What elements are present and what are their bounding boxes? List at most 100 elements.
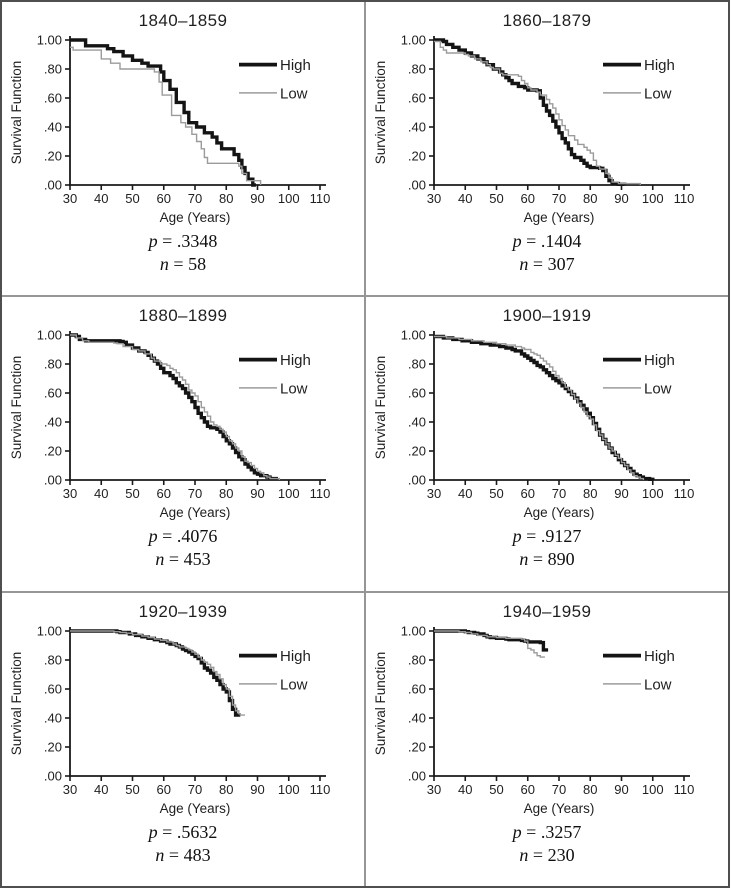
p-value: = .5632 (157, 821, 218, 842)
x-tick-label: 100 (642, 782, 664, 797)
panel-stats: p = .3348 n = 58 (149, 230, 218, 276)
n-value-line: n = 58 (149, 253, 218, 276)
series-line-high (70, 38, 256, 187)
x-tick-label: 40 (94, 486, 108, 501)
x-tick-label: 100 (642, 191, 664, 206)
p-value: = .3348 (157, 231, 218, 251)
x-tick-label: 110 (310, 191, 331, 206)
y-tick-label: .00 (44, 178, 62, 193)
y-tick-label: .60 (408, 91, 426, 106)
y-tick-label: .60 (408, 681, 426, 696)
y-axis-title: Survival Function (373, 61, 388, 165)
y-axis-title: Survival Function (373, 651, 388, 755)
x-tick-label: 100 (278, 486, 300, 501)
panel-1900-1919: 1900–1919 30 40 50 60 70 80 90 100 110 1.00 .80 .60… (366, 297, 728, 591)
y-tick-label: .00 (408, 178, 426, 193)
x-tick-label: 60 (521, 191, 535, 206)
x-tick-label: 70 (188, 191, 202, 206)
survival-chart: 30 40 50 60 70 80 90 100 110 1.00 .80 .60 .40 .20 .00 S… (9, 623, 331, 816)
p-value: = .1404 (521, 231, 582, 251)
x-tick-label: 50 (489, 191, 503, 206)
x-tick-label: 110 (674, 782, 695, 797)
p-value: = .3257 (521, 821, 582, 842)
y-tick-label: .20 (44, 739, 62, 754)
y-tick-label: .40 (408, 415, 426, 430)
x-tick-label: 60 (521, 486, 535, 501)
x-tick-label: 40 (94, 191, 108, 206)
panel-stats: p = .5632 n = 483 (149, 821, 218, 867)
p-value: = .4076 (157, 526, 218, 547)
p-value-line: p = .9127 (513, 525, 582, 548)
n-value: = 483 (164, 844, 211, 865)
x-tick-label: 40 (458, 191, 472, 206)
x-axis-title: Age (Years) (160, 505, 231, 520)
x-tick-label: 110 (310, 782, 331, 797)
x-tick-label: 30 (427, 191, 441, 206)
p-value-line: p = .3257 (513, 821, 582, 844)
legend-label-low: Low (280, 676, 308, 693)
x-axis-title: Age (Years) (524, 210, 595, 225)
p-symbol: p (512, 526, 522, 547)
x-axis-title: Age (Years) (524, 801, 595, 816)
y-tick-label: 1.00 (401, 33, 426, 48)
survival-chart: 30 40 50 60 70 80 90 100 110 1.00 .80 .60 .40 .20 .00 S… (9, 328, 330, 521)
panel-1880-1899: 1880–1899 30 40 50 60 70 80 90 100 110 1.00 .80 .60… (2, 297, 364, 591)
x-tick-label: 50 (489, 782, 503, 797)
p-symbol: p (148, 526, 158, 547)
p-value-line: p = .5632 (149, 821, 218, 844)
x-tick-label: 70 (552, 782, 566, 797)
x-tick-label: 50 (489, 486, 503, 501)
n-value-line: n = 307 (513, 253, 582, 276)
panel-1860-1879: 1860–1879 30 40 50 60 70 80 90 100 110 1.00 .80 .60… (366, 2, 728, 296)
panel-stats: p = .9127 n = 890 (513, 525, 582, 571)
x-tick-label: 30 (427, 486, 441, 501)
n-value: = 307 (528, 254, 575, 274)
p-symbol: p (512, 821, 522, 842)
x-axis-title: Age (Years) (160, 210, 231, 225)
x-tick-label: 60 (521, 782, 535, 797)
n-value-line: n = 453 (149, 548, 218, 571)
n-symbol: n (519, 549, 529, 570)
y-axis-title: Survival Function (9, 651, 24, 755)
series-line-low (434, 336, 645, 481)
n-value: = 230 (528, 844, 575, 865)
n-value: = 58 (168, 254, 207, 274)
y-tick-label: .80 (44, 62, 62, 77)
y-tick-label: .00 (408, 473, 426, 488)
y-axis-title: Survival Function (9, 61, 24, 165)
x-tick-label: 90 (614, 782, 628, 797)
x-tick-label: 100 (278, 782, 300, 797)
y-tick-label: .60 (44, 91, 62, 106)
panel-stats: p = .4076 n = 453 (149, 525, 218, 571)
x-tick-label: 60 (157, 486, 171, 501)
panel-title: 1860–1879 (502, 11, 592, 30)
legend-label-high: High (644, 648, 675, 665)
x-tick-label: 30 (63, 486, 77, 501)
panel-stats: p = .3257 n = 230 (513, 821, 582, 867)
y-tick-label: .20 (408, 149, 426, 164)
x-tick-label: 100 (642, 486, 664, 501)
y-tick-label: .40 (408, 710, 426, 725)
x-tick-label: 100 (278, 191, 300, 206)
x-axis-title: Age (Years) (524, 505, 595, 520)
y-tick-label: .20 (44, 149, 62, 164)
series-line-low (70, 629, 245, 716)
legend-label-high: High (280, 352, 311, 369)
panel-title: 1920–1939 (138, 601, 228, 621)
x-tick-label: 50 (125, 486, 139, 501)
x-tick-label: 90 (250, 782, 264, 797)
x-tick-label: 40 (458, 782, 472, 797)
x-tick-label: 80 (583, 486, 597, 501)
x-tick-label: 80 (219, 486, 233, 501)
n-value-line: n = 890 (513, 548, 582, 571)
p-value-line: p = .3348 (149, 230, 218, 253)
series-line-low (434, 40, 641, 185)
x-tick-label: 70 (188, 486, 202, 501)
legend-label-low: Low (644, 85, 672, 102)
panel-1940-1959: 1940–1959 30 40 50 60 70 80 90 100 110 1.00 .80 .60… (366, 592, 728, 886)
x-tick-label: 60 (157, 191, 171, 206)
y-axis-title: Survival Function (373, 356, 388, 460)
legend-label-high: High (644, 352, 675, 369)
panel-1920-1939: 1920–1939 30 40 50 60 70 80 90 100 110 1.00 .80 .60… (2, 592, 364, 886)
panel-title: 1900–1919 (502, 306, 592, 326)
